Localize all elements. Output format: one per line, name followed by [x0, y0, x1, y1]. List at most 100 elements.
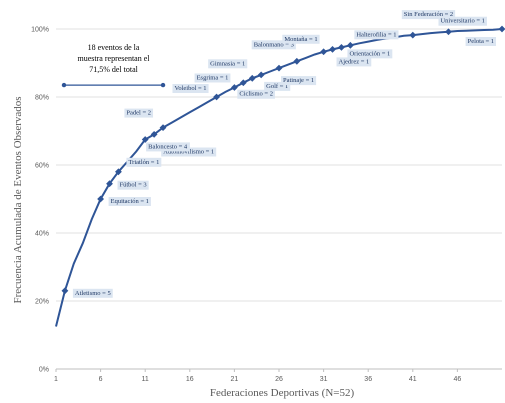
data-labels: Atletismo = 5 Equitación = 1 Fútbol = 3 Tri…	[72, 10, 496, 298]
data-label-box	[251, 40, 296, 50]
data-label-box	[72, 288, 113, 298]
data-label-text: Automovilismo = 1	[163, 149, 214, 156]
data-markers	[61, 25, 505, 295]
bracket-end	[160, 82, 166, 88]
data-point-marker	[106, 180, 113, 188]
data-label-box	[237, 89, 275, 99]
x-tick-label: 31	[320, 376, 328, 383]
data-label: Baloncesto = 4	[146, 142, 190, 152]
data-label: Patinaje = 1	[281, 76, 317, 86]
data-label-box	[465, 37, 496, 46]
y-tick-label: 0%	[39, 367, 49, 374]
data-point-marker	[320, 48, 327, 56]
data-label: Sin Federación = 2	[401, 10, 456, 20]
x-tick-label: 21	[231, 376, 239, 383]
y-tick-label: 60%	[35, 163, 49, 170]
data-label-box	[264, 81, 291, 91]
data-point-marker	[248, 74, 256, 82]
data-label-text: Voleibol = 1	[174, 85, 206, 92]
data-label-box	[194, 73, 231, 83]
y-tick-label: 100%	[31, 27, 49, 34]
data-label: Gimnasia = 1	[208, 59, 248, 69]
data-label-box	[126, 157, 162, 167]
data-point-marker	[329, 46, 336, 53]
data-point-marker	[115, 168, 122, 176]
bracket-end	[61, 82, 67, 88]
data-label-text: Halterofilia = 1	[356, 31, 396, 38]
data-point-marker	[231, 84, 238, 91]
y-tick-label: 20%	[35, 299, 49, 306]
x-axis-ticks: 1 6 11 16 21 26 31 36 41 46	[54, 369, 461, 383]
data-label-box	[281, 76, 317, 86]
data-label-text: Atletismo = 5	[75, 290, 111, 297]
data-label-box	[117, 180, 149, 190]
data-label: Equitación = 1	[108, 197, 151, 206]
data-label-text: Triatlón = 1	[128, 159, 159, 166]
x-tick-label: 46	[454, 376, 462, 383]
data-label-text: Gimnasia = 1	[210, 60, 245, 67]
data-label-text: Pelota = 1	[468, 38, 494, 45]
data-point-marker	[213, 93, 220, 101]
data-point-marker	[445, 28, 452, 36]
data-label-text: Patinaje = 1	[283, 77, 314, 84]
data-label-text: Sin Federación = 2	[404, 11, 453, 18]
data-label-box	[347, 49, 393, 59]
data-label-box	[438, 16, 487, 26]
data-label-box	[354, 30, 399, 40]
data-label-text: Orientación = 1	[349, 50, 390, 57]
data-label-box	[108, 197, 151, 206]
data-point-marker	[150, 131, 158, 138]
data-label-box	[161, 147, 217, 157]
data-point-marker	[257, 71, 265, 79]
data-point-marker	[409, 31, 417, 39]
data-label-box	[401, 10, 456, 20]
data-label: Montaña = 1	[282, 34, 320, 44]
data-label-text: Equitación = 1	[111, 198, 149, 205]
data-label-box	[124, 108, 154, 118]
x-tick-label: 11	[142, 376, 149, 383]
y-tick-label: 80%	[35, 95, 49, 102]
data-label-text: Golf = 1	[266, 83, 288, 90]
data-point-marker	[293, 57, 301, 65]
x-tick-label: 26	[275, 376, 283, 383]
data-label: Universitario = 1	[438, 16, 487, 26]
data-label-text: Fútbol = 3	[120, 182, 147, 189]
data-point-marker	[346, 41, 354, 49]
data-label-text: Balonmano = 3	[254, 41, 294, 48]
data-point-marker	[239, 79, 247, 87]
data-label-text: Ajedrez = 1	[339, 58, 370, 65]
data-label-text: Universitario = 1	[440, 18, 484, 25]
data-label-box	[172, 84, 209, 93]
data-label: Automovilismo = 1	[161, 147, 217, 157]
data-point-marker	[275, 64, 283, 72]
y-axis-title: Frecuencia Acumulada de Eventos Observad…	[12, 96, 24, 303]
data-label: Triatlón = 1	[126, 157, 162, 167]
data-point-marker	[338, 43, 345, 51]
data-label-text: Baloncesto = 4	[148, 143, 188, 150]
data-label: Balonmano = 3	[251, 40, 296, 50]
data-point-marker	[141, 136, 149, 143]
data-label: Ciclismo = 2	[237, 89, 275, 99]
x-tick-label: 16	[186, 376, 194, 383]
data-point-marker	[61, 287, 69, 295]
data-point-marker	[498, 25, 505, 33]
data-point-marker	[97, 195, 104, 203]
data-label-box	[282, 34, 320, 44]
annotation-text: 71,5% del total	[89, 65, 138, 74]
annotation-text: 18 eventos de la	[88, 43, 140, 52]
annotation-bracket: 18 eventos de la muestra representan el 71…	[61, 43, 166, 88]
y-axis-ticks: 0% 20% 40% 60% 80% 100%	[31, 27, 49, 374]
data-label: Halterofilia = 1	[354, 30, 399, 40]
data-label-text: Ciclismo = 2	[239, 91, 273, 98]
data-label-text: Esgrima = 1	[197, 74, 229, 81]
x-tick-label: 6	[99, 376, 103, 383]
data-label-box	[336, 57, 372, 67]
data-label-box	[146, 142, 190, 152]
data-label-box	[208, 59, 248, 69]
data-label: Fútbol = 3	[117, 180, 149, 190]
data-label: Padel = 2	[124, 108, 154, 118]
data-label: Esgrima = 1	[194, 73, 231, 83]
x-tick-label: 1	[54, 376, 58, 383]
data-label: Atletismo = 5	[72, 288, 113, 298]
